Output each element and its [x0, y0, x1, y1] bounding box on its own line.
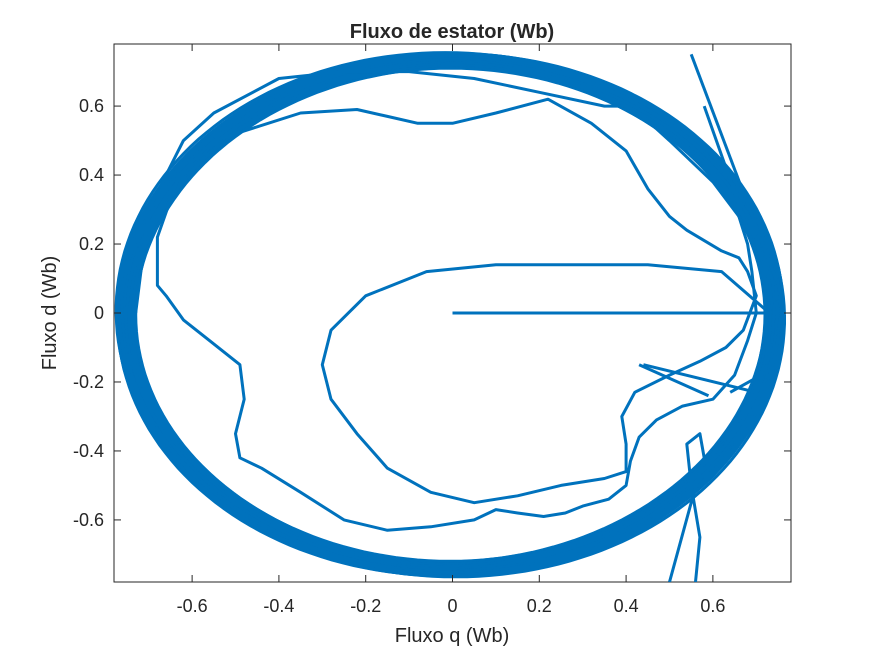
axis-layer: -0.6 -0.4 -0.2 0 0.2 0.4 0.6 -0.6 -0.4 -0.2 0 0.2 0.…	[73, 44, 791, 616]
series-transient-segment	[668, 432, 706, 582]
x-tick-label: 0.6	[700, 596, 725, 616]
chart-title: Fluxo de estator (Wb)	[350, 21, 554, 43]
series-transient-segment	[729, 366, 775, 394]
y-tick-label: 0	[94, 303, 104, 323]
y-axis-label: Fluxo d (Wb)	[39, 256, 61, 370]
x-tick-label: -0.4	[263, 596, 294, 616]
series-transient-segment	[689, 53, 784, 297]
series-transient-segment	[702, 105, 767, 279]
x-axis-label: Fluxo q (Wb)	[395, 625, 509, 647]
y-tick-label: 0.2	[79, 234, 104, 254]
x-tick-label: -0.2	[350, 596, 381, 616]
y-tick-label: 0.4	[79, 165, 104, 185]
y-tick-label: -0.4	[73, 441, 104, 461]
x-tick-label: -0.6	[177, 596, 208, 616]
series-line	[134, 70, 771, 532]
series-transient-segment	[638, 363, 710, 398]
x-tick-label: 0.2	[527, 596, 552, 616]
x-tick-label: 0.4	[614, 596, 639, 616]
x-tick-label: 0	[447, 596, 457, 616]
y-tick-label: -0.6	[73, 510, 104, 530]
data-layer	[114, 51, 786, 582]
y-tick-label: 0.6	[79, 96, 104, 116]
y-tick-label: -0.2	[73, 372, 104, 392]
series-orbit-loop	[114, 51, 786, 579]
